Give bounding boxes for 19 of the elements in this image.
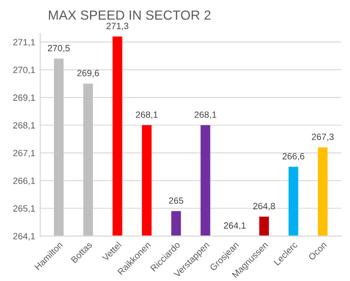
data-label: 265 [169, 197, 184, 204]
data-label: 266,6 [282, 153, 304, 160]
y-tick-label: 265,1 [13, 205, 35, 213]
data-label: 269,6 [77, 70, 99, 78]
data-label: 267,3 [312, 134, 334, 142]
y-tick-label: 269,1 [13, 94, 35, 102]
data-label: 268,1 [194, 111, 216, 119]
data-label: 268,1 [136, 111, 158, 119]
y-tick-label: 268,1 [13, 122, 35, 130]
data-label: 264,8 [253, 202, 275, 210]
data-label: 264,1 [224, 222, 246, 230]
data-label: 271,3 [106, 22, 128, 30]
y-tick-label: 267,1 [13, 150, 35, 158]
y-tick-label: 271,1 [13, 39, 35, 46]
chart-title: MAX SPEED IN SECTOR 2 [48, 10, 210, 20]
data-label: 270,5 [48, 44, 70, 52]
y-tick-label: 266,1 [13, 178, 35, 186]
y-tick-label: 264,1 [13, 233, 35, 240]
y-tick-label: 270,1 [13, 66, 35, 74]
